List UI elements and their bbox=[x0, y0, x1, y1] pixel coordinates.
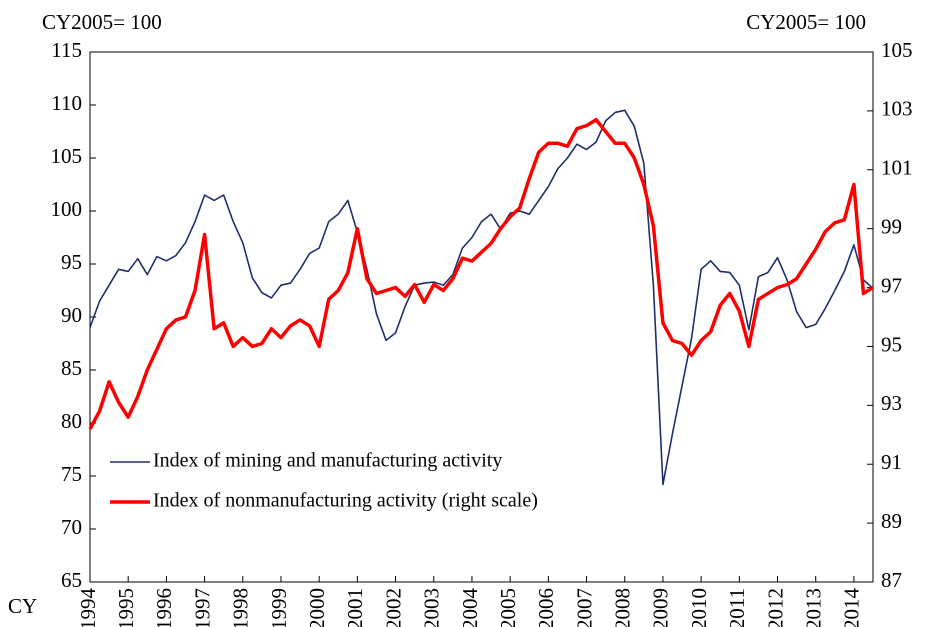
x-tick-label: 2001 bbox=[343, 588, 367, 627]
x-tick-label: 2009 bbox=[649, 588, 673, 627]
x-tick-label: 2003 bbox=[420, 588, 444, 627]
legend-label: Index of nonmanufacturing activity (righ… bbox=[153, 490, 538, 512]
y2-tick-label: 95 bbox=[881, 332, 902, 356]
x-tick-label: 1995 bbox=[114, 588, 138, 627]
y-tick-label: 90 bbox=[61, 303, 82, 327]
y2-tick-label: 105 bbox=[881, 38, 913, 62]
y-tick-label: 100 bbox=[51, 197, 83, 221]
x-axis-label: CY bbox=[8, 594, 37, 618]
y-tick-label: 65 bbox=[61, 568, 82, 592]
x-tick-label: 2013 bbox=[802, 588, 826, 627]
x-tick-label: 2006 bbox=[534, 588, 558, 627]
y2-tick-label: 97 bbox=[881, 273, 902, 297]
y-tick-label: 115 bbox=[51, 38, 82, 62]
x-tick-label: 1999 bbox=[267, 588, 291, 627]
series-line bbox=[89, 109, 874, 486]
y-tick-label: 80 bbox=[61, 409, 82, 433]
x-tick-label: 1997 bbox=[190, 588, 214, 627]
x-tick-label: 1994 bbox=[76, 588, 100, 627]
x-tick-label: 2011 bbox=[725, 588, 749, 627]
y2-tick-label: 89 bbox=[881, 509, 902, 533]
legend-label: Index of mining and manufacturing activi… bbox=[153, 450, 502, 472]
x-tick-label: 1998 bbox=[229, 588, 253, 627]
y2-axis-label: CY2005= 100 bbox=[746, 10, 866, 34]
x-tick-label: 2002 bbox=[381, 588, 405, 627]
y2-tick-label: 101 bbox=[881, 156, 913, 180]
series-line bbox=[88, 117, 874, 430]
y-tick-label: 95 bbox=[61, 250, 82, 274]
y-tick-label: 85 bbox=[61, 356, 82, 380]
y2-tick-label: 93 bbox=[881, 391, 902, 415]
x-tick-label: 2000 bbox=[305, 588, 329, 627]
x-tick-label: 2005 bbox=[496, 588, 520, 627]
y-tick-label: 70 bbox=[61, 515, 82, 539]
x-tick-label: 2014 bbox=[840, 588, 864, 627]
x-tick-label: 1996 bbox=[152, 588, 176, 627]
x-tick-label: 2008 bbox=[611, 588, 635, 627]
y2-tick-label: 99 bbox=[881, 214, 902, 238]
y-tick-label: 105 bbox=[51, 144, 83, 168]
y2-tick-label: 87 bbox=[881, 568, 902, 592]
x-tick-label: 2010 bbox=[687, 588, 711, 627]
y-tick-label: 110 bbox=[51, 91, 82, 115]
x-tick-label: 2012 bbox=[763, 588, 787, 627]
y2-tick-label: 91 bbox=[881, 450, 902, 474]
y-axis-label: CY2005= 100 bbox=[42, 10, 162, 34]
x-tick-label: 2004 bbox=[458, 588, 482, 627]
x-tick-label: 2007 bbox=[572, 588, 596, 627]
y-tick-label: 75 bbox=[61, 462, 82, 486]
y2-tick-label: 103 bbox=[881, 97, 913, 121]
